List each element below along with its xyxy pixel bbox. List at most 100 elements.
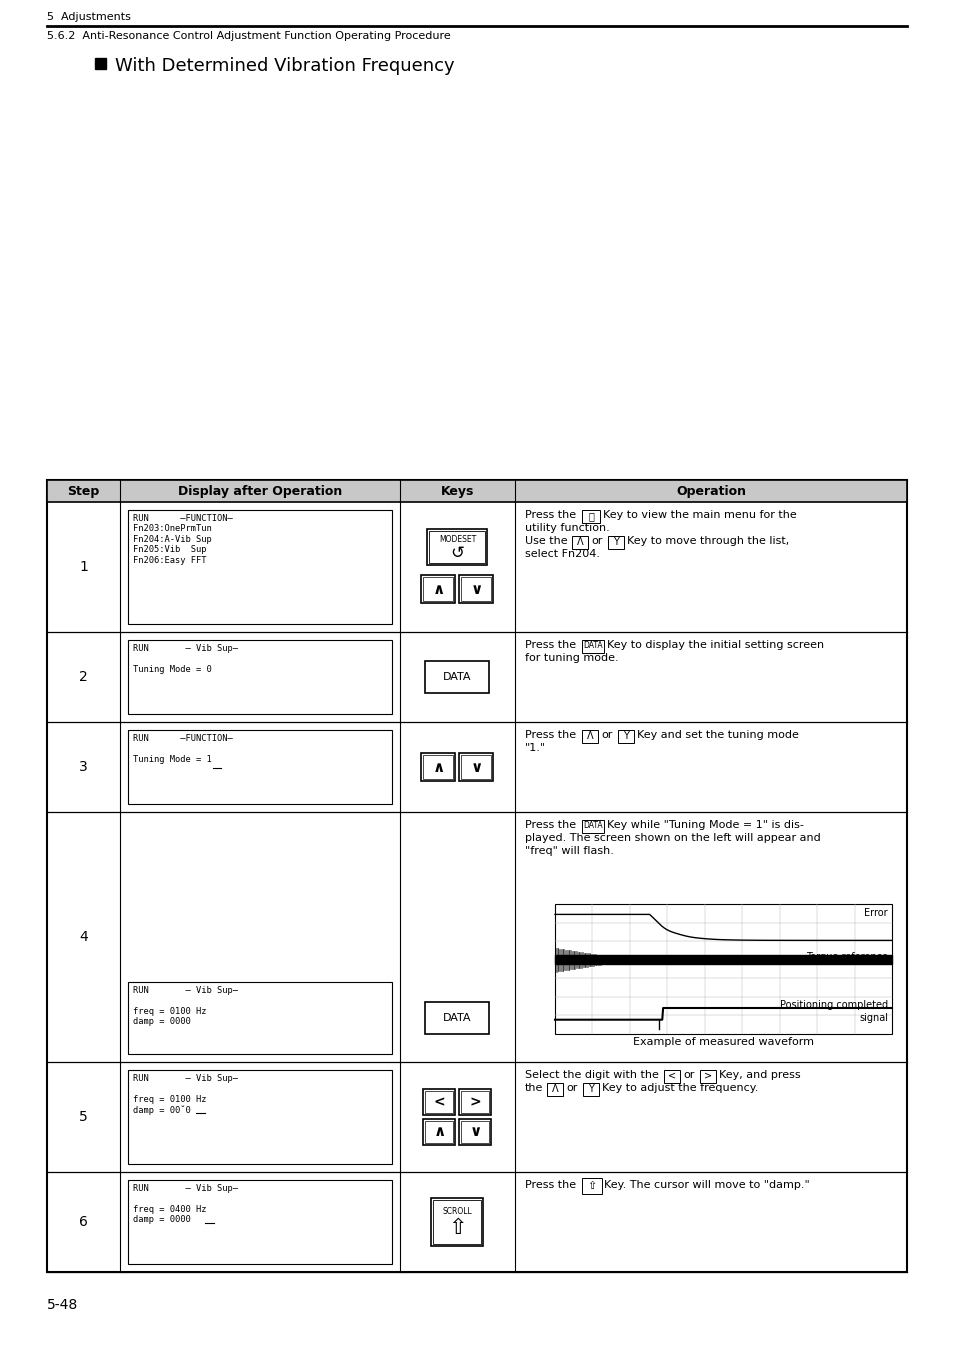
- Bar: [427, 529, 487, 566]
- Text: DATA: DATA: [443, 672, 471, 682]
- Bar: [95, 58, 106, 69]
- Text: Press the: Press the: [524, 510, 576, 520]
- Text: MODESET: MODESET: [438, 536, 476, 544]
- Text: or: or: [682, 1071, 694, 1080]
- Bar: [581, 1179, 601, 1193]
- Text: ⇧: ⇧: [587, 1181, 596, 1191]
- Text: <: <: [667, 1071, 676, 1081]
- Text: ∨: ∨: [470, 582, 482, 597]
- Text: >: >: [469, 1095, 481, 1108]
- Bar: [582, 1083, 598, 1095]
- Bar: [607, 536, 623, 548]
- Text: Key, and press: Key, and press: [719, 1071, 800, 1080]
- Text: DATA: DATA: [582, 822, 602, 830]
- Text: >: >: [703, 1071, 711, 1081]
- Bar: [425, 1091, 453, 1112]
- Text: 5: 5: [79, 1110, 88, 1125]
- Text: Key while "Tuning Mode = 1" is dis-: Key while "Tuning Mode = 1" is dis-: [606, 819, 803, 830]
- Bar: [128, 1180, 392, 1264]
- Text: <: <: [434, 1095, 445, 1108]
- Text: 4: 4: [79, 930, 88, 944]
- Text: Operation: Operation: [676, 485, 745, 498]
- Text: for tuning mode.: for tuning mode.: [524, 653, 618, 663]
- Text: ⇧: ⇧: [448, 1218, 466, 1238]
- Text: 5-48: 5-48: [47, 1297, 78, 1312]
- Bar: [423, 755, 453, 779]
- Bar: [128, 1071, 392, 1164]
- Bar: [128, 981, 392, 1054]
- Text: Key. The cursor will move to "damp.": Key. The cursor will move to "damp.": [603, 1180, 809, 1189]
- Text: Λ: Λ: [551, 1084, 558, 1094]
- Text: or: or: [600, 730, 612, 740]
- Text: Press the: Press the: [524, 730, 576, 740]
- Text: Example of measured waveform: Example of measured waveform: [633, 1037, 813, 1048]
- Bar: [429, 531, 485, 563]
- Text: or: or: [565, 1083, 577, 1094]
- Text: ↺: ↺: [450, 544, 464, 562]
- Text: RUN      —FUNCTION—
Fn203:OnePrmTun
Fn204:A-Vib Sup
Fn205:Vib  Sup
Fn206:Easy FF: RUN —FUNCTION— Fn203:OnePrmTun Fn204:A-V…: [132, 514, 233, 564]
- Text: With Determined Vibration Frequency: With Determined Vibration Frequency: [115, 57, 455, 76]
- Bar: [47, 481, 906, 502]
- Text: RUN       — Vib Sup—

freq = 0100 Hz
damp = 0000: RUN — Vib Sup— freq = 0100 Hz damp = 000…: [132, 986, 237, 1026]
- Text: Key and set the tuning mode: Key and set the tuning mode: [637, 730, 798, 740]
- Text: Press the: Press the: [524, 640, 576, 649]
- Bar: [572, 536, 587, 548]
- Text: played. The screen shown on the left will appear and: played. The screen shown on the left wil…: [524, 833, 820, 842]
- Text: Torque reference: Torque reference: [805, 952, 887, 963]
- Bar: [421, 753, 455, 782]
- Text: "freq" will flash.: "freq" will flash.: [524, 846, 613, 856]
- Text: RUN       — Vib Sup—

freq = 0100 Hz
damp = 00̆0: RUN — Vib Sup— freq = 0100 Hz damp = 00̆…: [132, 1075, 237, 1115]
- Text: Error: Error: [863, 909, 887, 918]
- Bar: [425, 1002, 489, 1034]
- Text: Use the: Use the: [524, 536, 567, 545]
- Bar: [423, 576, 453, 601]
- Bar: [47, 481, 906, 1272]
- Text: ∨: ∨: [470, 760, 482, 775]
- Text: the: the: [524, 1083, 543, 1094]
- Text: 2: 2: [79, 670, 88, 684]
- Text: Key to adjust the frequency.: Key to adjust the frequency.: [601, 1083, 758, 1094]
- Text: ∧: ∧: [432, 760, 444, 775]
- Text: DATA: DATA: [443, 1012, 471, 1023]
- Bar: [461, 576, 491, 601]
- Bar: [581, 640, 603, 652]
- Text: DATA: DATA: [582, 641, 602, 651]
- Bar: [555, 904, 891, 1034]
- Text: utility function.: utility function.: [524, 522, 609, 533]
- Text: ∧: ∧: [432, 582, 444, 597]
- Bar: [459, 1089, 491, 1115]
- Text: Positioning completed: Positioning completed: [779, 1000, 887, 1010]
- Bar: [425, 662, 489, 693]
- Text: Λ: Λ: [586, 730, 593, 741]
- Text: Key to move through the list,: Key to move through the list,: [626, 536, 788, 545]
- Text: Press the: Press the: [524, 819, 576, 830]
- Bar: [421, 575, 455, 603]
- Text: RUN      —FUNCTION—

Tuning Mode = 1: RUN —FUNCTION— Tuning Mode = 1: [132, 734, 233, 764]
- Bar: [128, 730, 392, 805]
- Text: Υ: Υ: [587, 1084, 594, 1094]
- Text: Key to view the main menu for the: Key to view the main menu for the: [602, 510, 796, 520]
- Bar: [128, 510, 392, 624]
- Bar: [431, 1197, 483, 1246]
- Text: RUN       — Vib Sup—

freq = 0400 Hz
damp = 0000: RUN — Vib Sup— freq = 0400 Hz damp = 000…: [132, 1184, 237, 1224]
- Text: RUN       — Vib Sup—

Tuning Mode = 0: RUN — Vib Sup— Tuning Mode = 0: [132, 644, 237, 674]
- Text: 1: 1: [79, 560, 88, 574]
- Text: Display after Operation: Display after Operation: [177, 485, 342, 498]
- Text: Press the: Press the: [524, 1180, 576, 1189]
- Text: Select the digit with the: Select the digit with the: [524, 1071, 659, 1080]
- Text: Key to display the initial setting screen: Key to display the initial setting scree…: [606, 640, 823, 649]
- Text: Υ: Υ: [613, 537, 618, 547]
- Bar: [423, 1119, 455, 1145]
- Text: Υ: Υ: [622, 730, 628, 741]
- Text: signal: signal: [858, 1014, 887, 1023]
- Bar: [128, 640, 392, 714]
- Text: ⎙: ⎙: [587, 512, 594, 521]
- Text: Step: Step: [68, 485, 99, 498]
- Bar: [459, 1119, 491, 1145]
- Bar: [461, 1120, 489, 1143]
- Bar: [546, 1083, 562, 1095]
- Bar: [618, 729, 634, 742]
- Text: "1.": "1.": [524, 743, 545, 753]
- Bar: [461, 755, 491, 779]
- Text: ∨: ∨: [469, 1125, 481, 1139]
